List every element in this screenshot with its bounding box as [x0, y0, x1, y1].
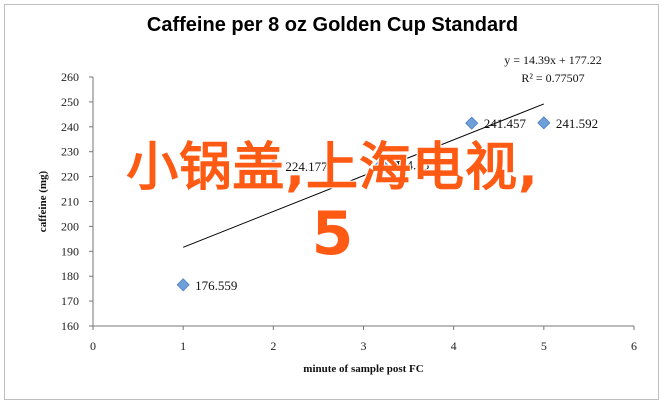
x-tick-label: 2	[270, 339, 276, 353]
x-tick-label: 5	[541, 339, 547, 353]
x-axis-title: minute of sample post FC	[303, 363, 423, 375]
data-point	[374, 157, 389, 172]
data-point	[537, 116, 551, 130]
data-point	[465, 116, 479, 130]
y-tick-label: 200	[61, 219, 79, 233]
watermark-line-2: 5	[311, 199, 354, 270]
data-point-label: 241.592	[556, 116, 598, 131]
trendline-equation: y = 14.39x + 177.22	[504, 53, 602, 67]
data-point-label: 224.177	[285, 159, 328, 174]
y-tick-label: 230	[61, 145, 79, 159]
data-point-label: 241.457	[484, 116, 527, 131]
x-tick-label: 3	[361, 339, 367, 353]
x-tick-label: 6	[631, 339, 637, 353]
y-tick-label: 160	[61, 319, 79, 333]
y-tick-label: 250	[61, 95, 79, 109]
trendline	[182, 103, 545, 248]
watermark-line-1: 小锅盖,上海电视,	[126, 138, 539, 198]
y-tick-label: 220	[61, 170, 79, 184]
trendline-r-squared: R² = 0.77507	[521, 71, 584, 85]
x-tick-label: 0	[90, 339, 96, 353]
data-point	[266, 159, 280, 173]
y-tick-label: 180	[61, 269, 79, 283]
chart-title: Caffeine per 8 oz Golden Cup Standard	[146, 14, 519, 36]
y-tick-label: 240	[61, 120, 79, 134]
data-point-label: 224.85	[394, 158, 430, 173]
watermark-overlay: 小锅盖,上海电视, 5	[0, 138, 665, 270]
chart-frame	[4, 4, 659, 400]
data-point-label: 176.559	[195, 278, 237, 293]
y-tick-label: 260	[61, 70, 79, 84]
x-tick-label: 1	[180, 339, 186, 353]
y-tick-label: 210	[61, 195, 79, 209]
y-tick-label: 170	[61, 294, 79, 308]
x-tick-label: 4	[451, 339, 457, 353]
data-point	[176, 278, 190, 292]
y-axis-title: caffeine (mg)	[37, 170, 49, 232]
y-tick-label: 190	[61, 244, 79, 258]
